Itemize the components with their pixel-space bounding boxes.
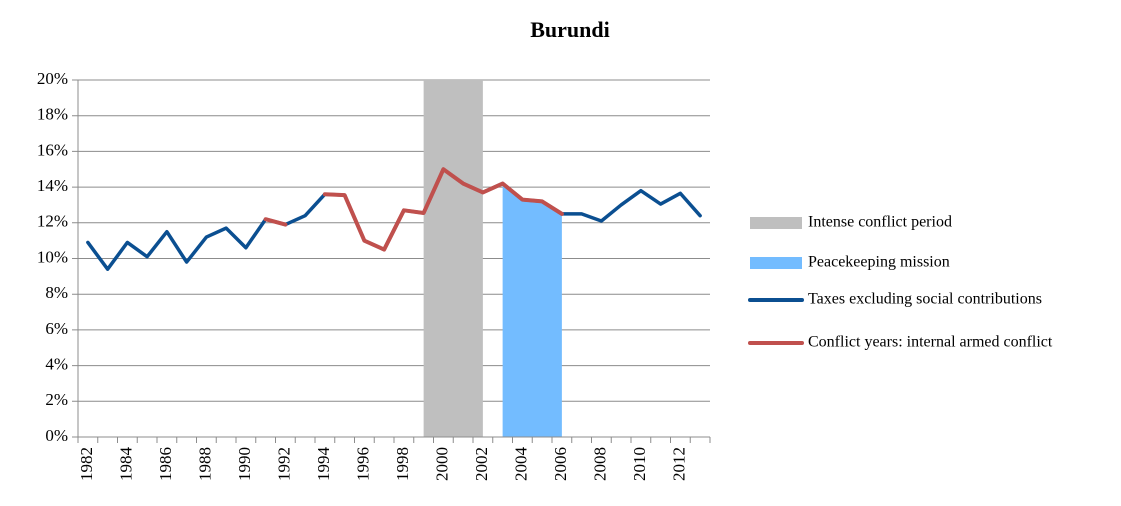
- x-tick-label: 1996: [353, 447, 372, 481]
- y-tick-label: 2%: [45, 390, 68, 409]
- x-tick-label: 1992: [274, 447, 293, 481]
- y-tick-label: 20%: [37, 69, 68, 88]
- legend-label: Intense conflict period: [808, 214, 952, 231]
- y-tick-label: 6%: [45, 319, 68, 338]
- x-tick-label: 1984: [116, 447, 135, 482]
- x-tick-label: 1986: [156, 447, 175, 481]
- x-tick-label: 1988: [195, 447, 214, 481]
- x-tick-label: 1998: [393, 447, 412, 481]
- area: [502, 183, 562, 437]
- legend-label: Peacekeeping mission: [808, 254, 950, 271]
- y-tick-label: 10%: [37, 247, 68, 266]
- x-tick-label: 1990: [235, 447, 254, 481]
- y-tick-label: 8%: [45, 283, 68, 302]
- x-tick-label: 2004: [511, 447, 530, 482]
- x-tick-label: 2006: [551, 447, 570, 481]
- y-tick-label: 18%: [37, 105, 68, 124]
- y-tick-label: 14%: [37, 176, 68, 195]
- x-tick-label: 2002: [472, 447, 491, 481]
- line: [263, 167, 564, 252]
- chart-title: Burundi: [530, 17, 610, 42]
- x-tick-label: 1982: [77, 447, 96, 481]
- y-tick-label: 16%: [37, 140, 68, 159]
- x-tick-label: 2010: [630, 447, 649, 481]
- legend-swatch: [750, 257, 802, 269]
- y-tick-label: 0%: [45, 426, 68, 445]
- legend-label: Conflict years: internal armed conflict: [808, 334, 1053, 351]
- x-tick-label: 2000: [432, 447, 451, 481]
- y-tick-label: 12%: [37, 212, 68, 231]
- legend-label: Taxes excluding social contributions: [808, 291, 1042, 308]
- x-tick-label: 1994: [314, 447, 333, 482]
- x-tick-label: 2008: [590, 447, 609, 481]
- y-tick-label: 4%: [45, 355, 68, 374]
- line: [86, 167, 702, 271]
- legend-swatch: [750, 217, 802, 229]
- area: [423, 80, 483, 437]
- x-tick-label: 2012: [669, 447, 688, 481]
